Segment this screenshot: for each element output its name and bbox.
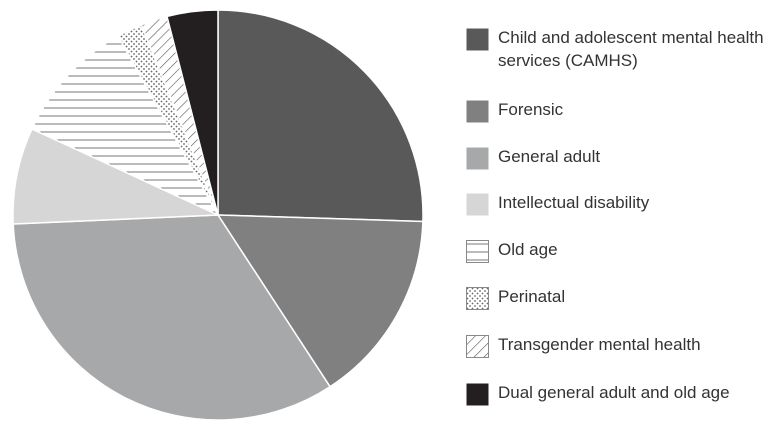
- legend-item: Dual general adult and old age: [466, 381, 778, 406]
- legend-item: Forensic: [466, 98, 778, 123]
- legend-label: Transgender mental health: [498, 335, 701, 354]
- legend-swatch-fill: [466, 193, 489, 216]
- legend-swatch: [466, 100, 489, 123]
- legend-swatch: [466, 193, 489, 216]
- legend-swatch-fill: [466, 335, 489, 358]
- legend-item: Old age: [466, 238, 778, 263]
- legend-label: Perinatal: [498, 287, 566, 306]
- legend-swatch-fill: [466, 100, 489, 123]
- legend-label: General adult: [498, 147, 601, 166]
- legend-swatch: [466, 383, 489, 406]
- legend-label: Forensic: [498, 100, 564, 119]
- legend-item: Transgender mental health: [466, 333, 778, 358]
- legend-label: Intellectual disability: [498, 193, 650, 212]
- legend-label: Old age: [498, 240, 558, 259]
- legend-swatch: [466, 28, 489, 51]
- legend-item: General adult: [466, 145, 778, 170]
- pie-slice: [166, 9, 219, 216]
- legend-swatch-fill: [466, 28, 489, 51]
- legend-item: Intellectual disability: [466, 191, 778, 216]
- legend-swatch: [466, 147, 489, 170]
- legend-label: Child and adolescent mental health servi…: [498, 28, 764, 70]
- pie-slice: [12, 127, 219, 225]
- legend-swatch-fill: [466, 287, 489, 310]
- legend-swatch-fill: [466, 383, 489, 406]
- legend-swatch-fill: [466, 147, 489, 170]
- pie-chart: [12, 9, 424, 421]
- pie-slice: [30, 34, 220, 217]
- legend-swatch: [466, 240, 489, 263]
- pie-slice: [216, 214, 424, 388]
- legend-swatch: [466, 287, 489, 310]
- legend-item: Child and adolescent mental health servi…: [466, 26, 778, 72]
- legend-swatch: [466, 335, 489, 358]
- pie-slice: [217, 9, 424, 223]
- legend-label: Dual general adult and old age: [498, 383, 730, 402]
- legend-swatch-fill: [466, 240, 489, 263]
- legend-item: Perinatal: [466, 285, 778, 310]
- pie-slice: [12, 214, 332, 421]
